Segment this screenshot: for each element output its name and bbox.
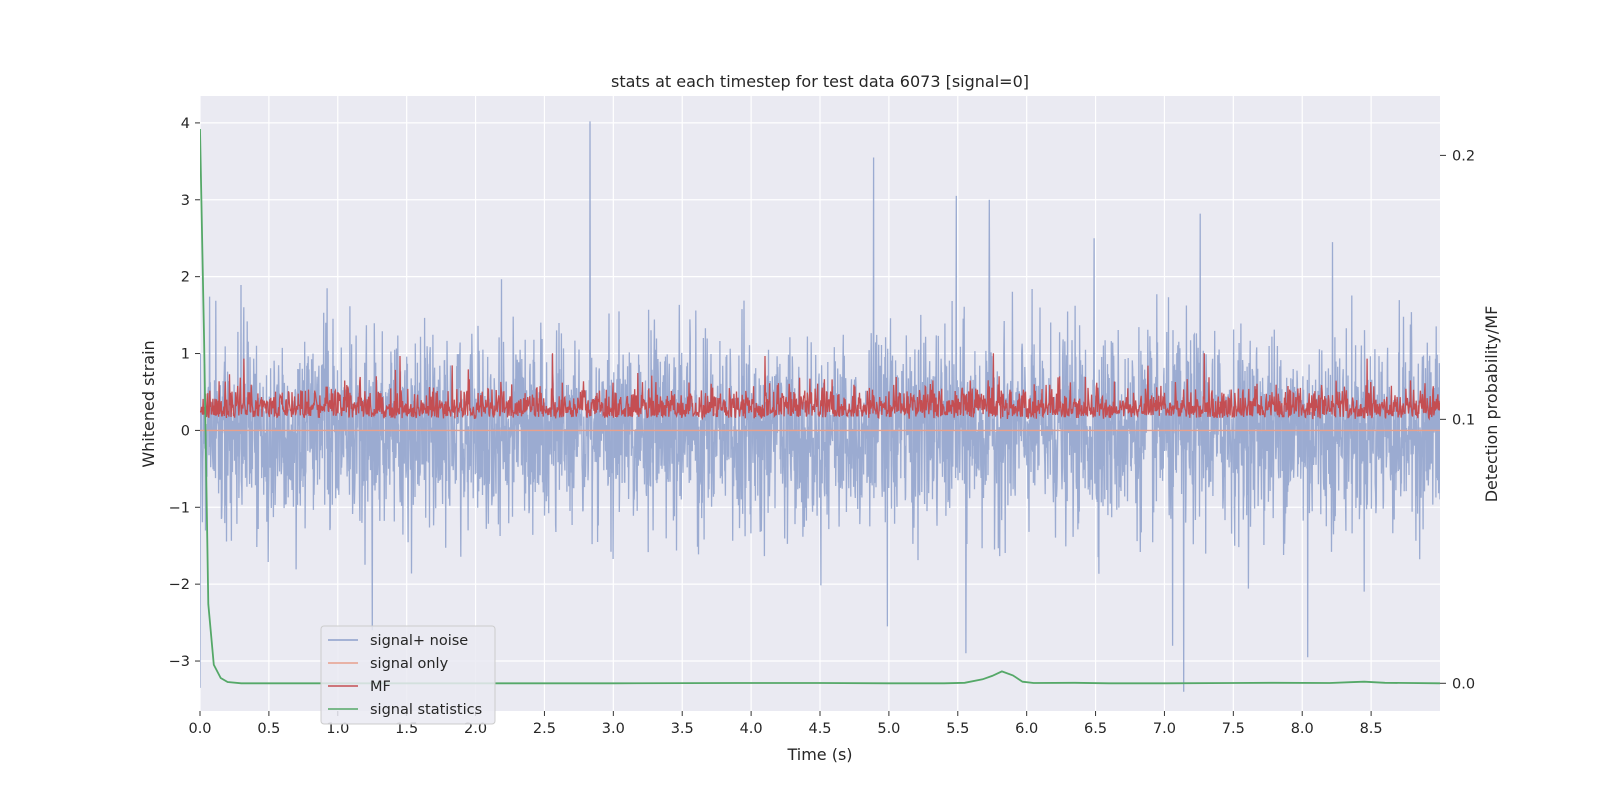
series-signal-noise-line: [200, 121, 1440, 692]
x-tick-label: 6.5: [1084, 721, 1107, 737]
x-tick-label: 7.0: [1153, 721, 1176, 737]
x-tick-label: 8.0: [1291, 721, 1314, 737]
x-tick-label: 0.0: [188, 721, 211, 737]
legend: signal+ noise signal only MF signal stat…: [320, 625, 496, 725]
x-tick-label: 1.5: [395, 721, 418, 737]
x-tick-label: 3.0: [602, 721, 625, 737]
y2-axis-title: Detection probability/MF: [1482, 306, 1501, 503]
y-tick-label: 0: [181, 423, 190, 439]
y-tick-label: 4: [181, 116, 190, 132]
legend-label-mf: MF: [370, 679, 391, 695]
y-tick-label: 2: [181, 270, 190, 286]
y-tick-label: −1: [169, 500, 190, 516]
y2-tick-label: 0.1: [1452, 412, 1475, 428]
legend-label-signal-noise: signal+ noise: [370, 633, 468, 649]
y2-tick-label: 0.2: [1452, 148, 1475, 164]
y-tick-label: 1: [181, 347, 190, 363]
legend-box: [320, 625, 496, 725]
legend-label-signal-statistics: signal statistics: [370, 702, 482, 718]
series-mf-line: [200, 353, 1440, 421]
x-tick-label: 4.5: [808, 721, 831, 737]
x-tick-label: 5.0: [877, 721, 900, 737]
x-tick-label: 3.5: [671, 721, 694, 737]
x-tick-label: 6.0: [1015, 721, 1038, 737]
x-tick-label: 2.0: [464, 721, 487, 737]
x-tick-label: 5.5: [946, 721, 969, 737]
x-tick-label: 4.0: [740, 721, 763, 737]
legend-label-signal-only: signal only: [370, 656, 449, 672]
x-tick-label: 7.5: [1222, 721, 1245, 737]
y-tick-label: −3: [169, 654, 190, 670]
y-tick-label: −2: [169, 577, 190, 593]
x-tick-label: 1.0: [326, 721, 349, 737]
axes: 0.0 0.5 1.0 1.5 2.0 2.5 3.0 3.5 4.0 4.5 5.0 5.5 6.0 6…: [169, 116, 1475, 737]
y2-tick-label: 0.0: [1452, 676, 1475, 692]
chart-title: stats at each timestep for test data 607…: [611, 72, 1029, 91]
series-layer: [200, 121, 1440, 692]
series-signal-statistics-line: [200, 128, 1440, 685]
x-tick-label: 8.5: [1360, 721, 1383, 737]
x-tick-label: 0.5: [257, 721, 280, 737]
y-axis-title: Whitened strain: [139, 340, 158, 467]
x-axis-title: Time (s): [786, 745, 852, 764]
x-tick-label: 2.5: [533, 721, 556, 737]
y-tick-label: 3: [181, 193, 190, 209]
